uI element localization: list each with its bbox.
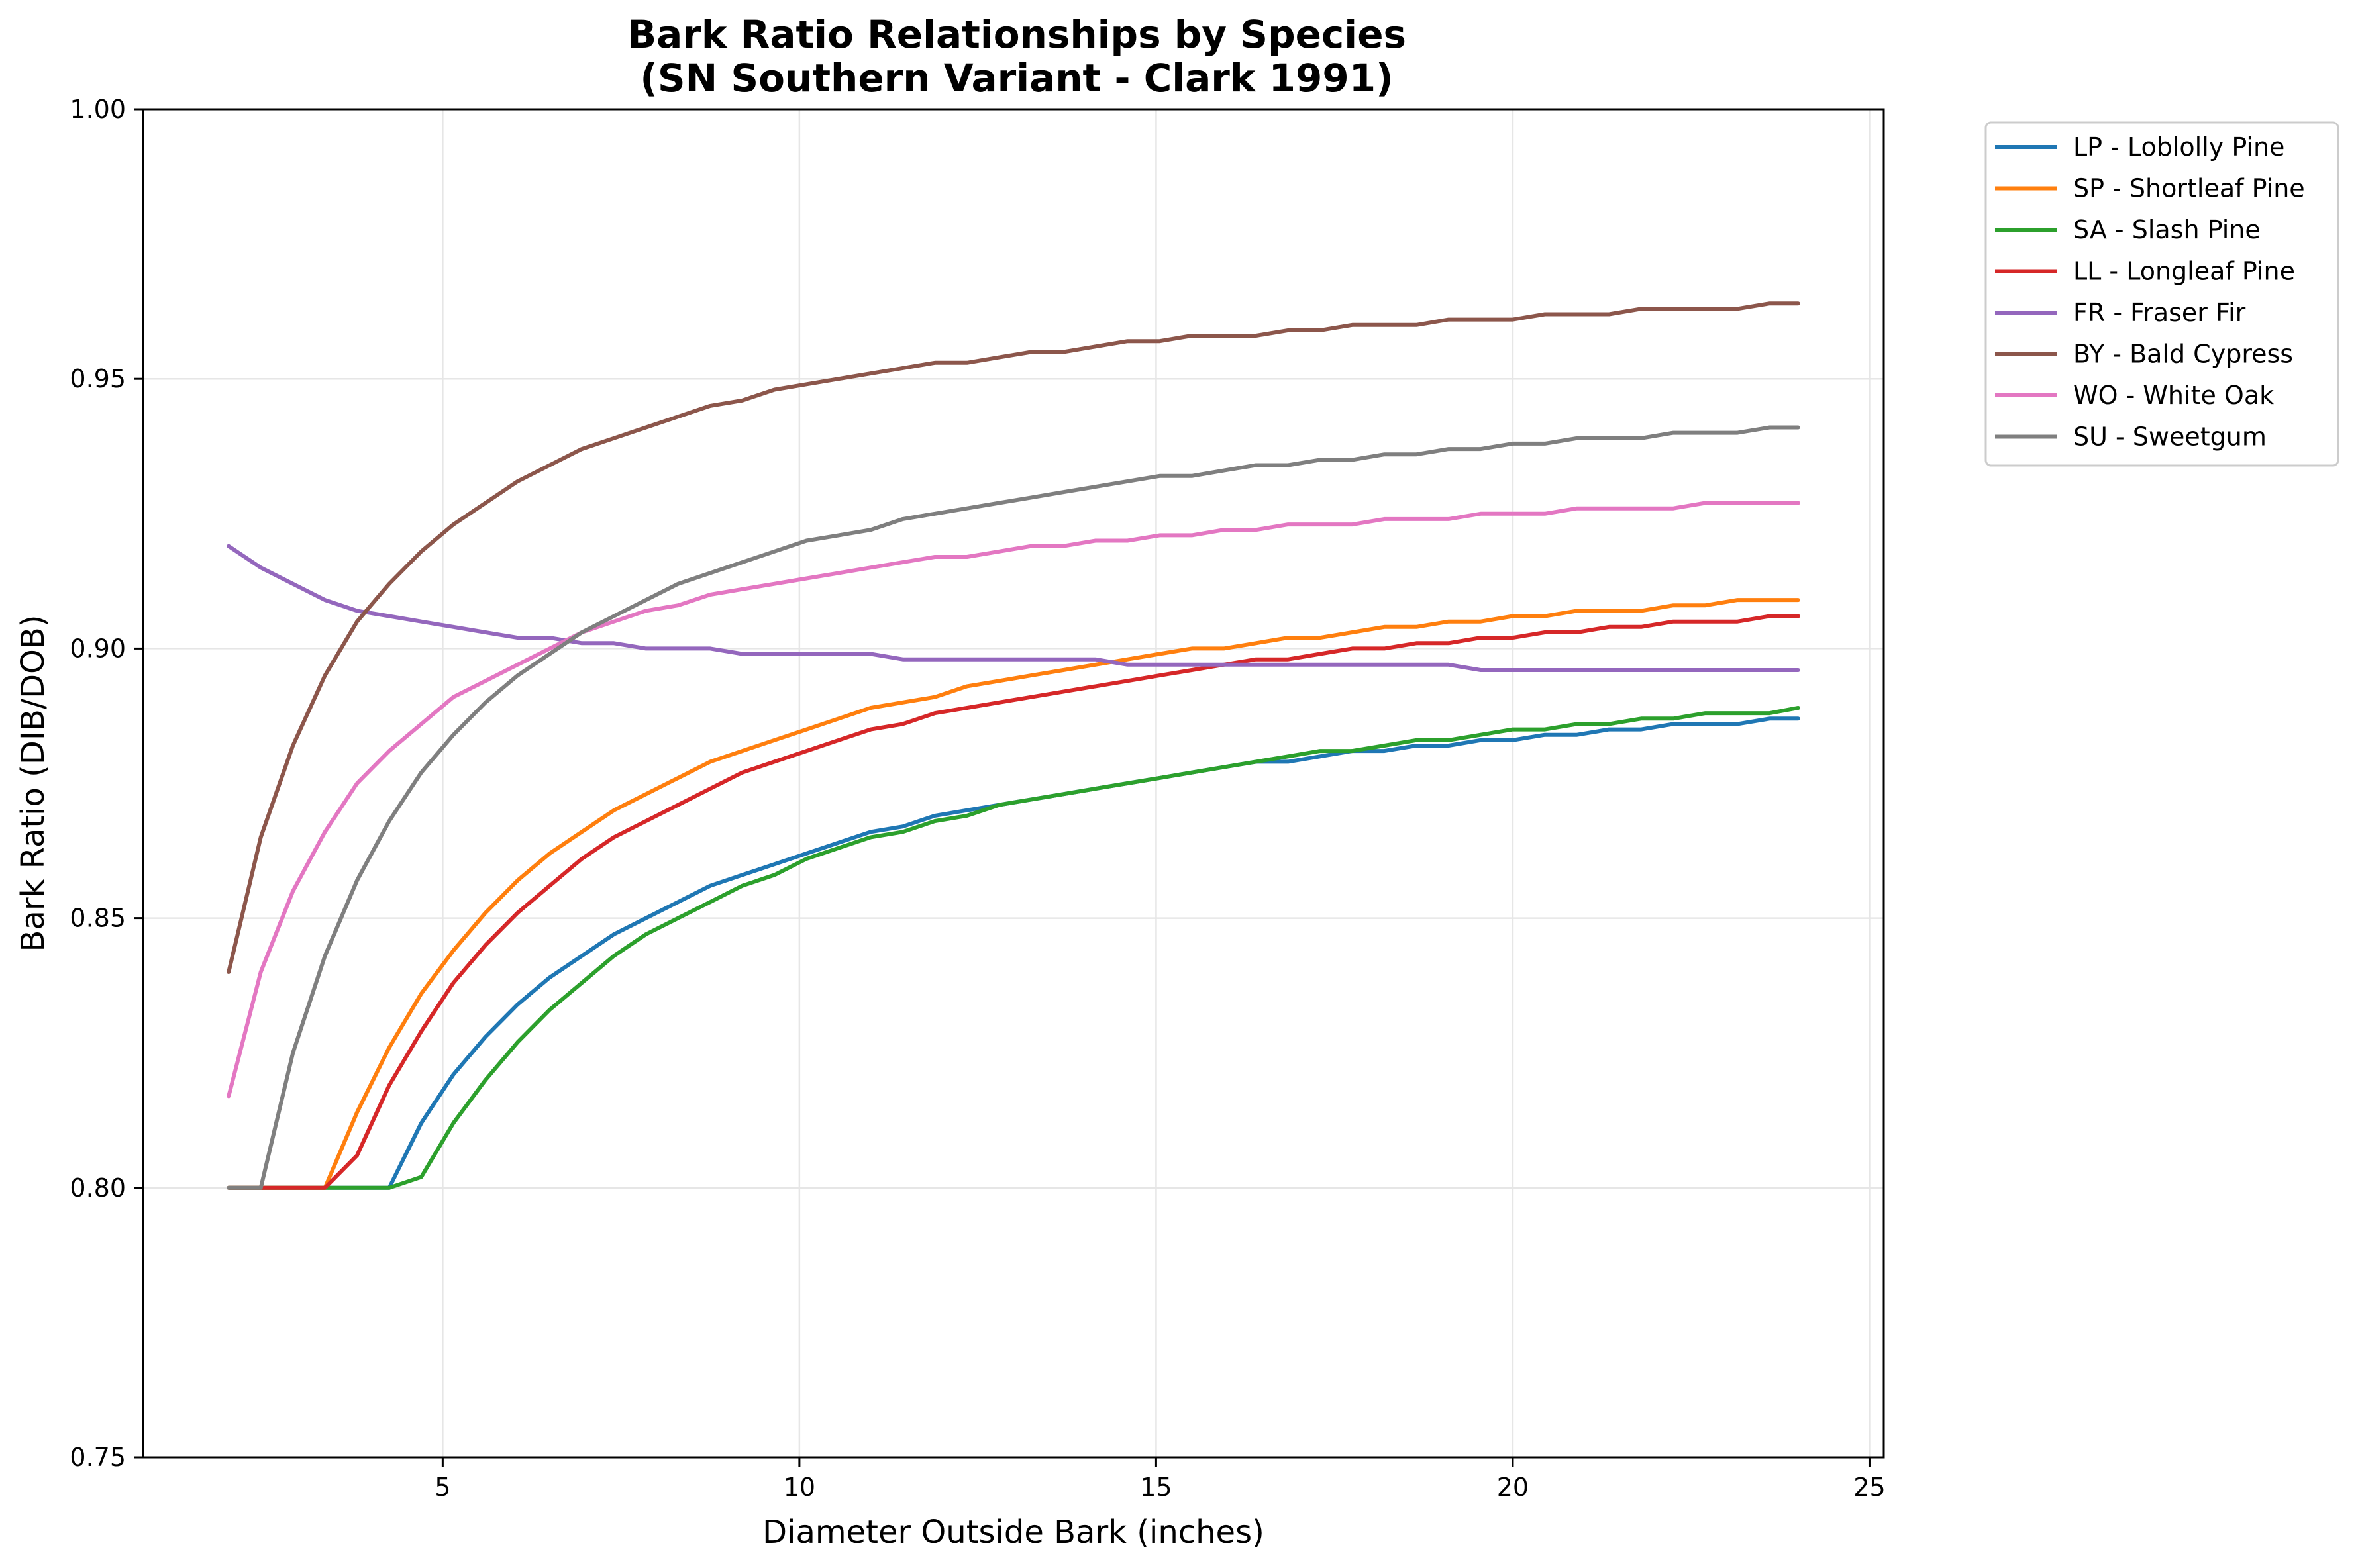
legend-label-su: SU - Sweetgum <box>2073 422 2267 452</box>
y-tick-label: 0.85 <box>70 904 126 933</box>
legend-box <box>1984 121 2339 467</box>
series-lines <box>227 301 1800 1190</box>
y-axis-ticks: 0.75 0.80 0.85 0.90 0.95 1.00 <box>70 95 143 1472</box>
legend-label-by: BY - Bald Cypress <box>2073 340 2293 369</box>
series-line-ll <box>227 614 1800 1190</box>
y-tick-label: 0.90 <box>70 634 126 663</box>
x-tick-label: 25 <box>1853 1473 1885 1502</box>
legend-label-wo: WO - White Oak <box>2073 381 2274 410</box>
grid-lines <box>143 109 1884 1457</box>
legend-label-sp: SP - Shortleaf Pine <box>2073 174 2305 203</box>
x-tick-label: 5 <box>435 1473 450 1502</box>
legend-label-ll: LL - Longleaf Pine <box>2073 257 2295 286</box>
y-axis-label: Bark Ratio (DIB/DOB) <box>15 615 52 952</box>
x-tick-label: 10 <box>784 1473 815 1502</box>
x-tick-label: 20 <box>1497 1473 1529 1502</box>
chart-subtitle: (SN Southern Variant - Clark 1991) <box>640 56 1393 101</box>
y-tick-label: 1.00 <box>70 95 126 124</box>
series-line-fr <box>227 544 1800 672</box>
y-tick-label: 0.75 <box>70 1443 126 1472</box>
x-tick-label: 15 <box>1140 1473 1172 1502</box>
legend: LP - Loblolly Pine SP - Shortleaf Pine SA … <box>1984 121 2339 467</box>
series-line-wo <box>227 501 1800 1099</box>
x-axis-label: Diameter Outside Bark (inches) <box>762 1514 1264 1551</box>
series-line-sa <box>227 706 1800 1190</box>
chart-title: Bark Ratio Relationships by Species <box>627 12 1406 57</box>
x-axis-ticks: 5 10 15 20 25 <box>435 1457 1886 1502</box>
legend-label-fr: FR - Fraser Fir <box>2073 298 2246 327</box>
series-line-sp <box>227 598 1800 1190</box>
legend-label-lp: LP - Loblolly Pine <box>2073 132 2284 162</box>
series-line-by <box>227 301 1800 974</box>
series-line-su <box>227 425 1800 1190</box>
y-tick-label: 0.80 <box>70 1173 126 1202</box>
legend-label-sa: SA - Slash Pine <box>2073 215 2261 244</box>
plot-frame <box>142 108 1885 1459</box>
legend-items: LP - Loblolly Pine SP - Shortleaf Pine SA … <box>1995 132 2305 452</box>
y-tick-label: 0.95 <box>70 364 126 393</box>
